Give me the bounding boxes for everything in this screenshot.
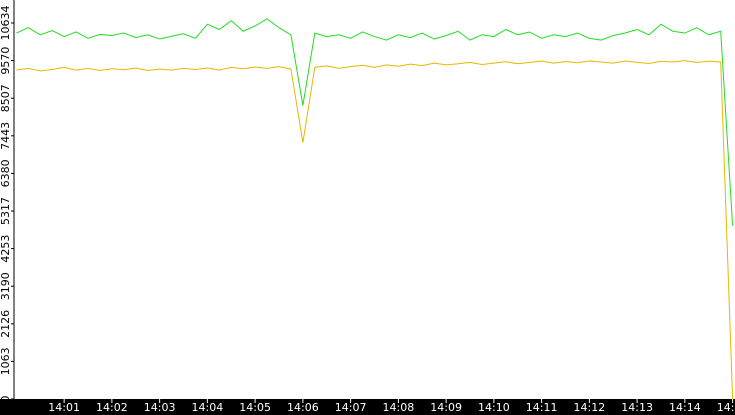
x-tick-label: 14:07 <box>335 401 367 414</box>
x-tick-label: 14:01 <box>48 401 80 414</box>
x-tick-label: 14:11 <box>526 401 558 414</box>
x-tick-label: 14:12 <box>574 401 606 414</box>
y-tick-label: 6380 <box>0 159 12 187</box>
x-tick-label: 14:06 <box>287 401 319 414</box>
series-line <box>16 18 734 226</box>
x-tick-label: 14:15 <box>717 401 735 414</box>
y-tick-label: 9570 <box>0 47 12 75</box>
x-axis-bar <box>0 399 735 415</box>
y-tick-label: 2126 <box>0 310 12 338</box>
x-tick-label: 14:09 <box>430 401 462 414</box>
y-tick-label: 8507 <box>0 84 12 112</box>
series-line <box>16 60 734 400</box>
y-tick-label: 7443 <box>0 122 12 150</box>
x-tick-label: 14:10 <box>478 401 510 414</box>
y-tick-label: 4253 <box>0 235 12 263</box>
x-tick-label: 14:08 <box>383 401 415 414</box>
y-tick-label: 1063 <box>0 347 12 375</box>
y-tick-label: 0 <box>0 396 12 403</box>
y-tick-label: 5317 <box>0 197 12 225</box>
y-tick-label: 10634 <box>0 5 12 40</box>
x-tick-label: 14:05 <box>239 401 271 414</box>
x-tick-label: 14:13 <box>621 401 653 414</box>
x-tick-label: 14:04 <box>192 401 224 414</box>
y-tick-label: 3190 <box>0 272 12 300</box>
x-tick-label: 14:02 <box>96 401 128 414</box>
x-tick-label: 14:03 <box>144 401 176 414</box>
x-tick-label: 14:14 <box>669 401 701 414</box>
